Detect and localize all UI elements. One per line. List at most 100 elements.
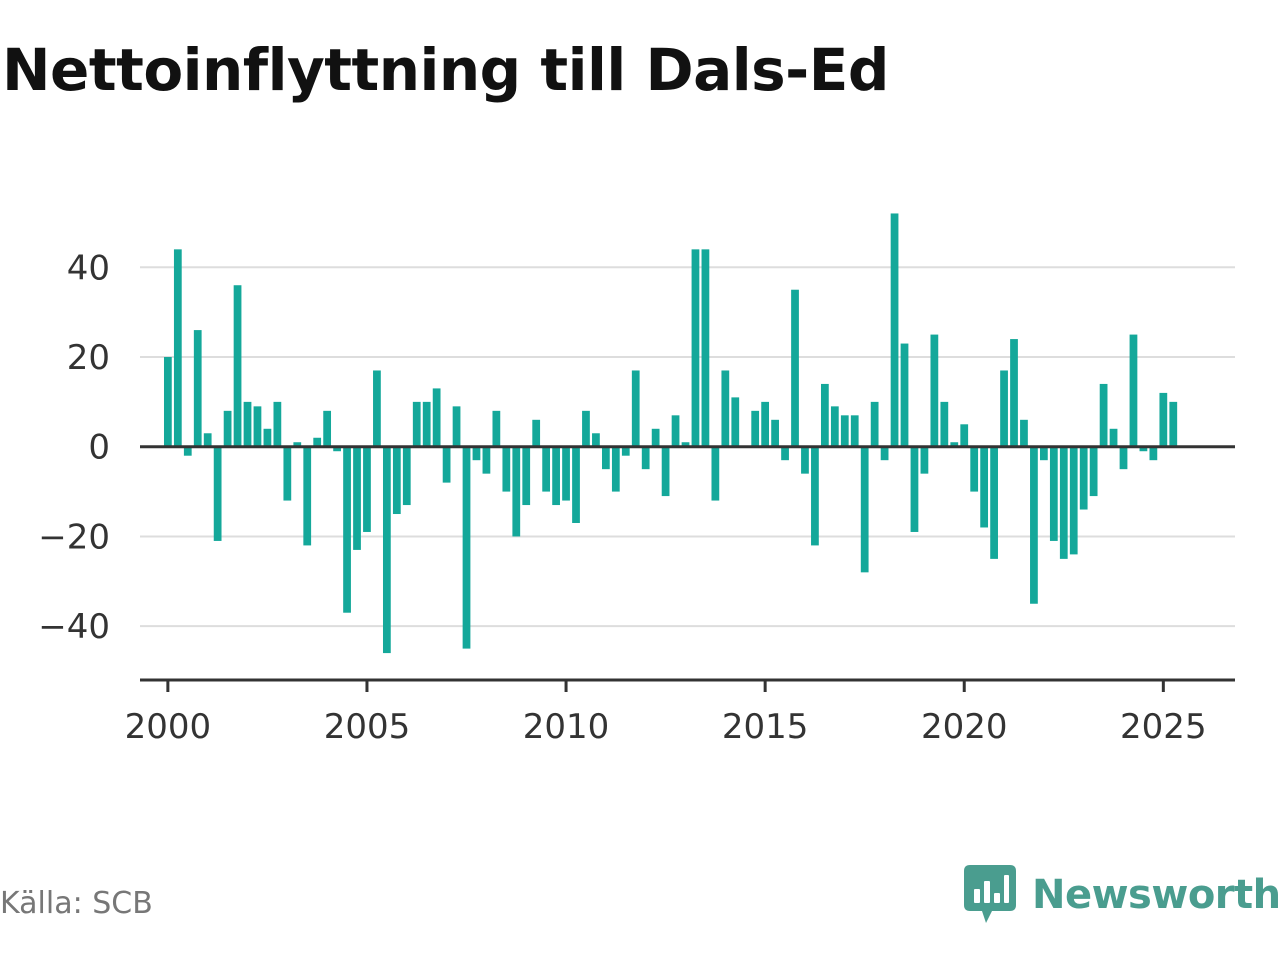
bar <box>701 249 710 447</box>
bar <box>492 410 501 447</box>
y-axis-labels: −40 −20 0 20 40 <box>38 248 110 647</box>
bar <box>333 446 341 452</box>
bar <box>860 446 869 573</box>
bar <box>1169 401 1178 447</box>
x-tick-label: 2000 <box>125 707 212 747</box>
bar <box>811 446 819 546</box>
bar <box>432 388 441 447</box>
bar <box>691 249 700 447</box>
x-axis-labels: 2000 2005 2010 2015 2020 2025 <box>125 707 1207 747</box>
bar <box>850 415 859 447</box>
bar <box>452 406 461 447</box>
bar <box>721 370 730 447</box>
bar <box>761 401 770 447</box>
brand-name: Newsworthy <box>1032 872 1280 918</box>
bar <box>422 401 431 447</box>
source-note: Källa: SCB <box>0 886 153 921</box>
bar <box>303 446 312 546</box>
bars <box>163 213 1178 654</box>
gridlines <box>140 266 1235 628</box>
bar <box>562 446 570 501</box>
bar <box>1049 446 1058 541</box>
chart-title: Nettoinflyttning till Dals-Ed <box>2 36 889 104</box>
bar <box>223 410 232 447</box>
y-tick-label: 40 <box>67 248 110 288</box>
bar <box>542 446 551 492</box>
bar <box>1099 383 1108 447</box>
bar <box>173 249 182 447</box>
bar <box>382 446 391 654</box>
bar <box>313 437 322 447</box>
bar <box>472 446 481 461</box>
bar <box>681 442 690 447</box>
x-tick-label: 2020 <box>921 707 1008 747</box>
bar <box>661 446 670 497</box>
bar <box>1089 446 1098 497</box>
bar <box>323 410 332 447</box>
bar <box>293 442 302 447</box>
bar <box>820 383 829 447</box>
bar <box>1159 392 1168 447</box>
bar <box>1069 446 1078 555</box>
bar <box>522 446 531 506</box>
bar <box>442 446 451 483</box>
bar <box>1010 339 1018 447</box>
bar <box>1020 419 1028 447</box>
bar <box>621 446 630 456</box>
bar <box>910 446 919 532</box>
bar <box>532 419 541 447</box>
bar-chart: −40 −20 0 20 40 2000 2005 2010 2015 2020 2025 <box>38 213 1235 747</box>
bar <box>611 446 620 492</box>
bar <box>751 410 760 447</box>
bar <box>1139 446 1148 452</box>
x-tick-label: 2025 <box>1120 707 1207 747</box>
x-tick-label: 2010 <box>523 707 610 747</box>
bar <box>781 446 789 461</box>
bar <box>502 446 511 492</box>
bar <box>193 330 202 447</box>
bar <box>940 401 949 447</box>
bar <box>392 446 401 515</box>
newsworthy-bar-chart-bubble-icon <box>964 865 1016 923</box>
bar <box>283 446 292 501</box>
bar <box>631 370 640 447</box>
bar <box>183 446 192 456</box>
axes <box>140 445 1235 692</box>
bar <box>1129 334 1138 447</box>
bar <box>840 415 849 447</box>
bar <box>731 397 740 447</box>
y-tick-label: 20 <box>67 338 110 378</box>
bar <box>880 446 889 461</box>
bar <box>343 446 351 613</box>
y-tick-label: 0 <box>88 428 110 468</box>
bar <box>263 428 272 447</box>
bar <box>373 370 381 447</box>
bar <box>651 428 660 447</box>
bar <box>890 213 899 447</box>
bar <box>930 334 939 447</box>
bar <box>363 446 371 532</box>
bar <box>552 446 560 506</box>
bar <box>950 442 959 447</box>
bar <box>1119 446 1128 470</box>
bar <box>1000 370 1008 447</box>
bar <box>771 419 779 447</box>
x-tick-label: 2005 <box>324 707 411 747</box>
bar <box>641 446 650 470</box>
y-tick-label: −20 <box>38 517 110 557</box>
bar <box>213 446 222 541</box>
bar <box>582 410 590 447</box>
bar <box>1059 446 1068 559</box>
bar <box>900 343 909 447</box>
bar <box>791 289 799 447</box>
bar <box>1039 446 1048 461</box>
bar <box>233 285 242 447</box>
brand-logo: Newsworthy <box>964 865 1280 925</box>
x-tick-label: 2015 <box>722 707 809 747</box>
bar <box>1079 446 1088 510</box>
bar <box>711 446 720 501</box>
bar <box>462 446 471 649</box>
bar <box>801 446 809 474</box>
bar <box>482 446 491 474</box>
bar <box>402 446 411 506</box>
